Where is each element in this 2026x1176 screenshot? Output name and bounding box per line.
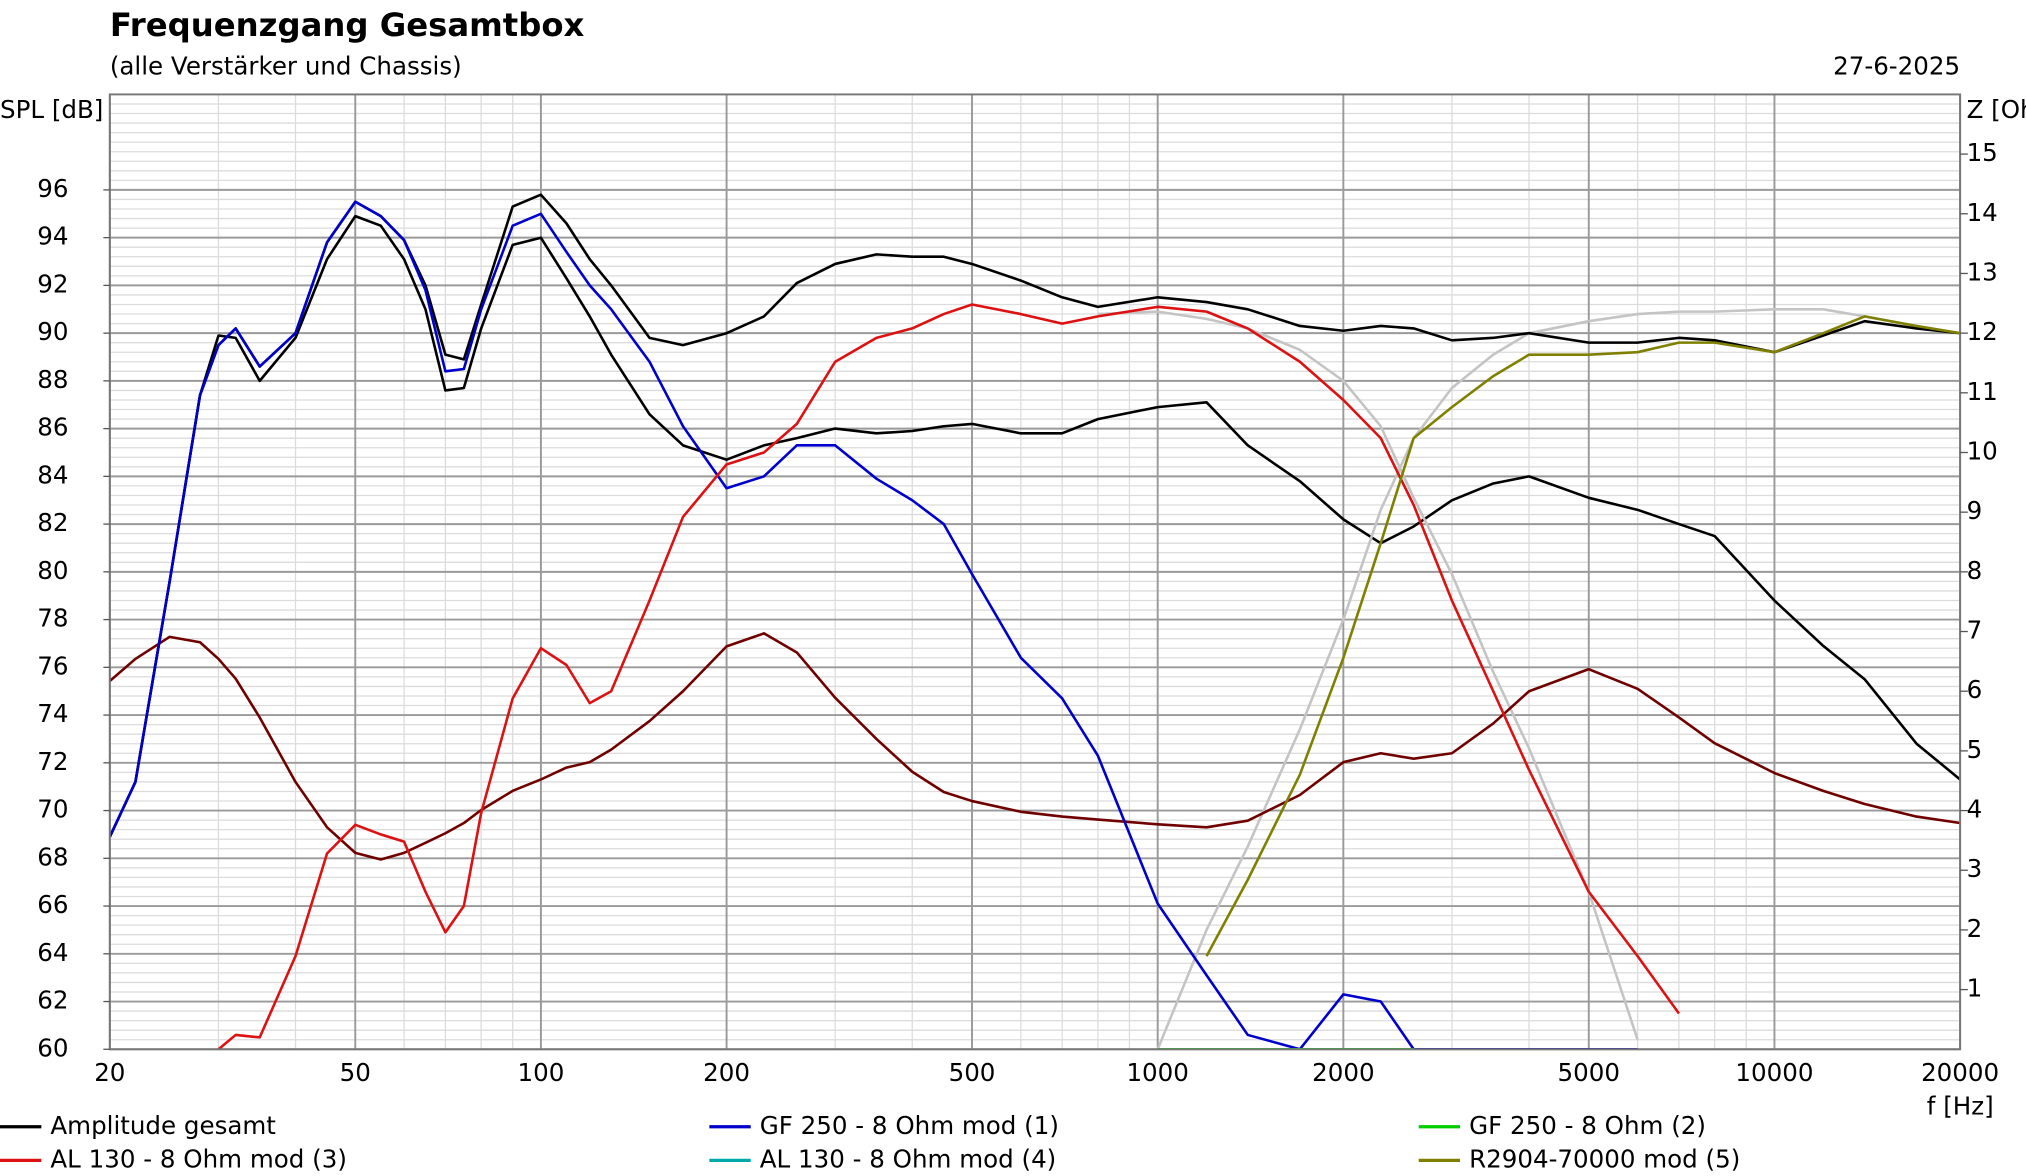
axes: 20 50 100 200 500 1000 2000 5000 10000 2000060626…: [37, 138, 1999, 1087]
y2-tick-label: 8: [1967, 556, 1983, 585]
y2-tick-label: 9: [1967, 496, 1983, 525]
legend-label: R2904-70000 mod (5): [1469, 1144, 1740, 1173]
x-tick-label: 10000: [1735, 1058, 1813, 1087]
x-tick-label: 2000: [1312, 1058, 1374, 1087]
y2-tick-label: 7: [1967, 616, 1983, 645]
y-tick-label: 62: [37, 986, 68, 1015]
x-tick-label: 50: [340, 1058, 371, 1087]
y2-tick-label: 1: [1967, 974, 1983, 1003]
y2-tick-label: 14: [1967, 198, 1998, 227]
x-tick-label: 5000: [1558, 1058, 1620, 1087]
y2-tick-label: 4: [1967, 795, 1983, 824]
y-tick-label: 66: [37, 890, 68, 919]
legend-label: Amplitude gesamt: [50, 1111, 276, 1140]
y2-tick-label: 6: [1967, 675, 1983, 704]
y2-tick-label: 12: [1967, 317, 1998, 346]
legend-label: GF 250 - 8 Ohm mod (1): [760, 1111, 1059, 1140]
y-tick-label: 82: [37, 508, 68, 537]
series-line: [109, 214, 1961, 838]
y-tick-label: 72: [37, 747, 68, 776]
y-tick-label: 96: [37, 174, 68, 203]
y-tick-label: 78: [37, 604, 68, 633]
y2-tick-label: 2: [1967, 914, 1983, 943]
legend-label: GF 250 - 8 Ohm (2): [1469, 1111, 1706, 1140]
x-tick-label: 20000: [1921, 1058, 1999, 1087]
y-tick-label: 80: [37, 556, 68, 585]
chart-title: Frequenzgang Gesamtbox: [110, 6, 585, 44]
y2-tick-label: 5: [1967, 735, 1983, 764]
y2-tick-label: 13: [1967, 257, 1998, 286]
y2-axis-label: Z [Ohm]: [1967, 95, 2026, 124]
y-tick-label: 64: [37, 938, 68, 967]
chart-subtitle: (alle Verstärker und Chassis): [110, 51, 462, 80]
y2-tick-label: 15: [1967, 138, 1998, 167]
y2-tick-label: 3: [1967, 854, 1983, 883]
series-line: [1205, 315, 1961, 957]
chart-date: 27-6-2025: [1833, 51, 1960, 80]
series-line: [109, 632, 1961, 861]
y-tick-label: 84: [37, 460, 68, 489]
y-tick-label: 86: [37, 413, 68, 442]
series-line: [109, 200, 1638, 1050]
y-tick-label: 68: [37, 842, 68, 871]
y-tick-label: 74: [37, 699, 68, 728]
grid: [108, 94, 1962, 1051]
x-tick-label: 20: [94, 1058, 125, 1087]
series-line: [1097, 310, 1639, 1041]
legend-label: AL 130 - 8 Ohm mod (4): [760, 1144, 1057, 1173]
y-tick-label: 92: [37, 269, 68, 298]
x-tick-label: 1000: [1126, 1058, 1188, 1087]
y-tick-label: 70: [37, 795, 68, 824]
y-tick-label: 60: [37, 1033, 68, 1062]
y-tick-label: 94: [37, 222, 68, 251]
y-tick-label: 76: [37, 651, 68, 680]
legend-label: AL 130 - 8 Ohm mod (3): [50, 1144, 347, 1173]
y-axis-label: SPL [dB]: [0, 95, 103, 124]
y2-tick-label: 10: [1967, 436, 1998, 465]
x-axis-label: f [Hz]: [1927, 1091, 1994, 1120]
x-tick-label: 100: [518, 1058, 565, 1087]
x-tick-label: 200: [703, 1058, 750, 1087]
series-line: [109, 193, 1961, 838]
series-line: [217, 303, 1680, 1050]
y2-tick-label: 11: [1967, 377, 1998, 406]
y-tick-label: 90: [37, 317, 68, 346]
y-tick-label: 88: [37, 365, 68, 394]
x-tick-label: 500: [949, 1058, 996, 1087]
plot-lines: [109, 193, 1961, 1050]
legend: Amplitude gesamt GF 250 - 8 Ohm mod (1) GF…: [0, 1111, 1740, 1173]
